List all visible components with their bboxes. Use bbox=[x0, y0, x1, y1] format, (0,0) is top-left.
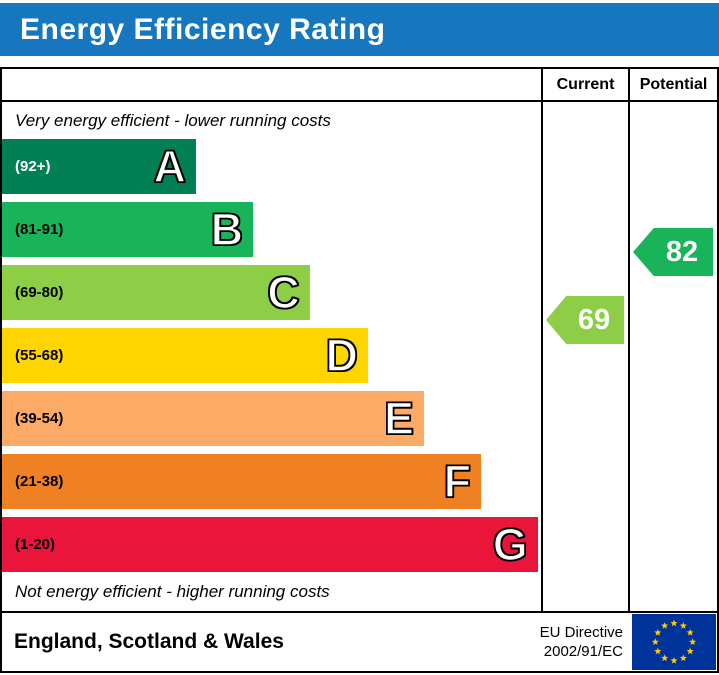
eu-directive-line1: EU Directive bbox=[539, 623, 623, 641]
band-range-label: (39-54) bbox=[15, 410, 64, 427]
band-letter: G bbox=[492, 519, 529, 570]
potential-rating-cell: 82 bbox=[628, 102, 717, 611]
band-letter: D bbox=[325, 330, 359, 381]
band-letter: C bbox=[266, 267, 300, 318]
column-header-potential: Potential bbox=[628, 69, 717, 102]
current-rating-cell: 69 bbox=[541, 102, 628, 611]
band-range-label: (21-38) bbox=[15, 473, 64, 490]
eu-directive-line2: 2002/91/EC bbox=[543, 643, 623, 660]
eu-directive-label: EU Directive 2002/91/EC bbox=[540, 623, 623, 662]
band-letter: E bbox=[383, 393, 415, 444]
band-bar: (21-38) F bbox=[2, 454, 482, 509]
band-row: (39-54) E bbox=[2, 391, 541, 446]
band-row: (21-38) F bbox=[2, 454, 541, 509]
band-row: (69-80) C bbox=[2, 265, 541, 320]
title-banner: Energy Efficiency Rating bbox=[0, 3, 719, 56]
band-bar: (1-20) G bbox=[2, 517, 538, 572]
page-title: Energy Efficiency Rating bbox=[20, 12, 386, 46]
band-range-label: (92+) bbox=[15, 158, 51, 175]
band-range-label: (69-80) bbox=[15, 284, 64, 301]
band-range-label: (81-91) bbox=[15, 221, 64, 238]
column-header-current: Current bbox=[541, 69, 628, 102]
band-letter: F bbox=[443, 456, 472, 507]
band-bar: (92+) A bbox=[2, 139, 197, 194]
chart-grid: Current Potential Very energy efficient … bbox=[2, 69, 717, 611]
eu-flag-icon bbox=[632, 614, 716, 670]
column-header-spacer bbox=[2, 69, 541, 102]
band-row: (81-91) B bbox=[2, 202, 541, 257]
band-range-label: (55-68) bbox=[15, 347, 64, 364]
top-note: Very energy efficient - lower running co… bbox=[15, 110, 331, 130]
bands-cell: Very energy efficient - lower running co… bbox=[2, 102, 541, 611]
footer: England, Scotland & Wales EU Directive 2… bbox=[2, 611, 717, 671]
band-row: (55-68) D bbox=[2, 328, 541, 383]
current-rating-value: 69 bbox=[577, 303, 611, 336]
band-bar: (81-91) B bbox=[2, 202, 254, 257]
epc-chart: Current Potential Very energy efficient … bbox=[0, 67, 719, 673]
band-letter: A bbox=[153, 141, 187, 192]
potential-rating-arrow: 82 bbox=[633, 228, 713, 276]
band-bar: (69-80) C bbox=[2, 265, 310, 320]
band-row: (1-20) G bbox=[2, 517, 541, 572]
region-label: England, Scotland & Wales bbox=[14, 630, 284, 653]
band-range-label: (1-20) bbox=[15, 536, 56, 553]
bands-container: (92+) A (81-91) B (69-80) C (55-68) D (3… bbox=[2, 139, 541, 572]
band-bar: (55-68) D bbox=[2, 328, 368, 383]
band-row: (92+) A bbox=[2, 139, 541, 194]
current-rating-arrow: 69 bbox=[546, 296, 624, 344]
band-bar: (39-54) E bbox=[2, 391, 425, 446]
potential-rating-value: 82 bbox=[665, 235, 699, 268]
bottom-note: Not energy efficient - higher running co… bbox=[15, 581, 330, 601]
band-letter: B bbox=[210, 204, 244, 255]
